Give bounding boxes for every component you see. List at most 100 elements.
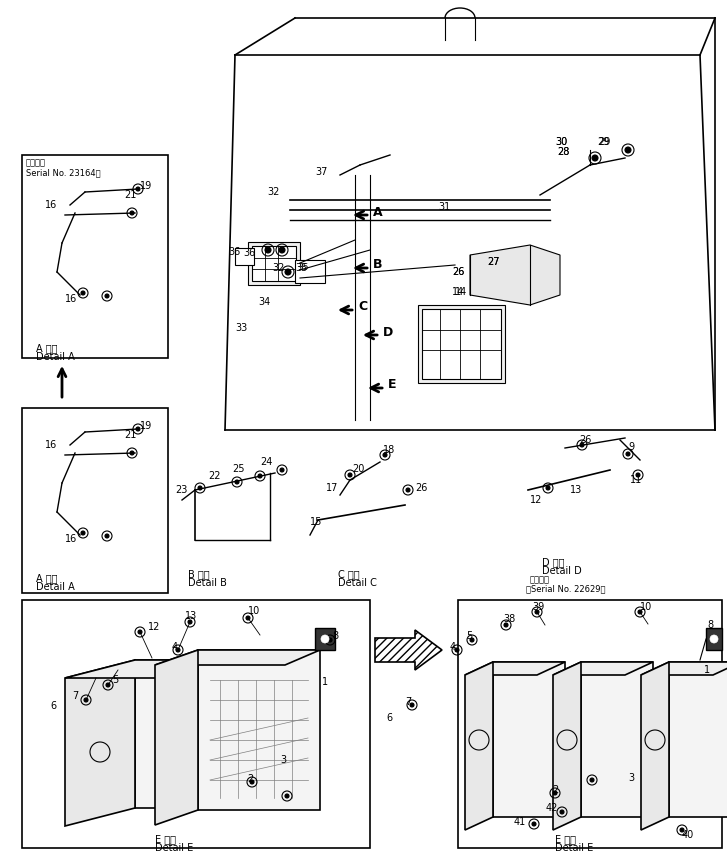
Bar xyxy=(235,248,254,265)
Text: Detail B: Detail B xyxy=(188,578,227,588)
Text: 17: 17 xyxy=(326,483,338,493)
Text: Detail E: Detail E xyxy=(155,843,193,853)
Text: 27: 27 xyxy=(487,257,499,267)
Text: 25: 25 xyxy=(232,464,244,474)
Circle shape xyxy=(580,443,584,447)
Text: 7: 7 xyxy=(405,697,411,707)
Text: E: E xyxy=(388,379,396,392)
Text: A: A xyxy=(373,205,382,218)
Text: 30: 30 xyxy=(555,137,567,147)
Text: 21: 21 xyxy=(124,190,137,200)
Polygon shape xyxy=(641,662,669,830)
Polygon shape xyxy=(65,660,230,678)
Text: 29: 29 xyxy=(597,137,609,147)
Bar xyxy=(315,628,335,650)
Circle shape xyxy=(560,810,564,814)
Text: 36: 36 xyxy=(243,248,255,258)
Text: 38: 38 xyxy=(503,614,515,624)
Polygon shape xyxy=(465,662,493,830)
Text: 39: 39 xyxy=(532,602,545,612)
Text: 33: 33 xyxy=(235,323,247,333)
Text: 14: 14 xyxy=(452,287,465,297)
Text: 30: 30 xyxy=(555,137,567,147)
Circle shape xyxy=(130,451,134,455)
Text: 16: 16 xyxy=(65,534,77,544)
Polygon shape xyxy=(553,662,653,675)
Text: D: D xyxy=(383,326,393,338)
Text: 21: 21 xyxy=(124,430,137,440)
Circle shape xyxy=(535,610,539,614)
Text: 5: 5 xyxy=(112,675,119,685)
Circle shape xyxy=(321,635,329,643)
Circle shape xyxy=(406,488,410,492)
Text: 3: 3 xyxy=(628,773,634,783)
Text: 26: 26 xyxy=(452,267,465,277)
Circle shape xyxy=(198,486,202,490)
Polygon shape xyxy=(155,650,198,825)
Text: Detail A: Detail A xyxy=(36,352,75,362)
Circle shape xyxy=(383,453,387,457)
Bar xyxy=(22,600,370,848)
Circle shape xyxy=(590,778,594,782)
Text: 36: 36 xyxy=(228,247,240,257)
Text: 1: 1 xyxy=(322,677,328,687)
Text: 41: 41 xyxy=(514,817,526,827)
Text: 35: 35 xyxy=(297,264,308,272)
Bar xyxy=(581,662,653,817)
Text: 32: 32 xyxy=(272,263,284,273)
Polygon shape xyxy=(470,245,560,305)
Text: 19: 19 xyxy=(140,421,152,431)
Text: 28: 28 xyxy=(557,147,569,157)
Circle shape xyxy=(130,211,134,215)
Polygon shape xyxy=(375,630,442,670)
Bar xyxy=(458,600,722,848)
Text: 28: 28 xyxy=(557,147,569,157)
Circle shape xyxy=(680,828,684,832)
Text: 16: 16 xyxy=(45,440,57,450)
Text: 34: 34 xyxy=(258,297,270,307)
Text: 8: 8 xyxy=(707,620,713,630)
Text: 6: 6 xyxy=(386,713,392,723)
Text: 9: 9 xyxy=(628,442,634,452)
Circle shape xyxy=(84,698,88,702)
Text: Detail E: Detail E xyxy=(555,843,593,853)
Circle shape xyxy=(285,794,289,798)
Polygon shape xyxy=(553,662,581,830)
Text: Detail D: Detail D xyxy=(542,566,582,576)
Circle shape xyxy=(258,474,262,478)
Text: E 詳細: E 詳細 xyxy=(555,834,576,844)
Text: 14: 14 xyxy=(455,287,467,297)
Text: 37: 37 xyxy=(315,167,327,177)
Text: 6: 6 xyxy=(50,701,56,711)
Circle shape xyxy=(105,534,109,538)
Text: Detail A: Detail A xyxy=(36,582,75,592)
Text: E 詳細: E 詳細 xyxy=(155,834,176,844)
Text: A 詳細: A 詳細 xyxy=(36,343,57,353)
Circle shape xyxy=(546,486,550,490)
Text: 35: 35 xyxy=(295,263,308,273)
Bar xyxy=(295,260,325,283)
Text: 18: 18 xyxy=(383,445,395,455)
Circle shape xyxy=(176,648,180,652)
Bar xyxy=(22,408,168,593)
Circle shape xyxy=(410,703,414,707)
Bar xyxy=(706,628,722,650)
Circle shape xyxy=(592,155,598,161)
Circle shape xyxy=(348,473,352,477)
Circle shape xyxy=(105,294,109,298)
Text: 16: 16 xyxy=(65,294,77,304)
Bar xyxy=(135,660,230,808)
Text: 23: 23 xyxy=(175,485,188,495)
Text: 4: 4 xyxy=(450,642,456,652)
Text: 4: 4 xyxy=(172,642,178,652)
Bar xyxy=(669,662,727,817)
Bar xyxy=(22,155,168,358)
Circle shape xyxy=(328,638,332,642)
Text: 19: 19 xyxy=(140,181,152,191)
Text: 8: 8 xyxy=(332,631,338,641)
Text: 2: 2 xyxy=(552,785,558,795)
Circle shape xyxy=(626,452,630,456)
Text: 15: 15 xyxy=(310,517,322,527)
Text: 7: 7 xyxy=(72,691,79,701)
Text: 22: 22 xyxy=(208,471,220,481)
